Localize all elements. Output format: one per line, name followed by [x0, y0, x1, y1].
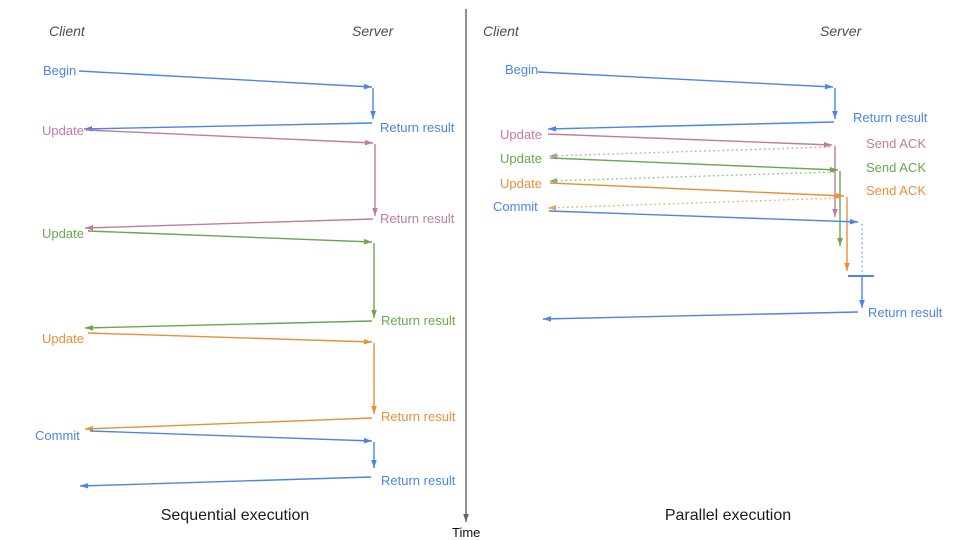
update3-processing-arrow-head	[844, 263, 850, 271]
commit-exec-arrow-head	[859, 300, 865, 308]
begin-label: Begin	[505, 62, 539, 77]
update2-response-arrow-head	[85, 325, 94, 331]
update2-ack-arrow-head	[549, 177, 558, 184]
update1-label: Update	[42, 123, 84, 138]
commit-request-arrow	[89, 430, 373, 444]
update1-label: Update	[500, 127, 542, 142]
commit-processing-arrow-head	[371, 460, 377, 468]
parallel-caption: Parallel execution	[664, 507, 792, 524]
commit-request-arrow-head	[849, 218, 858, 225]
time-axis-arrow-head	[463, 514, 469, 522]
commit-request-arrow-head	[363, 437, 372, 444]
return-result-label: Return result	[381, 473, 456, 488]
commit-exec-arrow	[859, 277, 865, 308]
return-result-label: Return result	[853, 110, 928, 125]
begin-processing-arrow-head	[832, 111, 838, 119]
update1-processing-arrow	[372, 144, 378, 216]
update3-request-arrow-head	[835, 192, 844, 199]
commit-response-arrow-head	[543, 316, 552, 322]
commit-request-arrow	[548, 210, 859, 225]
commit-label: Commit	[493, 199, 538, 214]
update3-ack-arrow-head	[548, 204, 557, 211]
update1-response-arrow-head	[85, 224, 94, 231]
send-ack-label: Send ACK	[866, 183, 926, 198]
update1-processing-arrow-head	[832, 209, 838, 217]
update2-label: Update	[500, 151, 542, 166]
update2-label: Update	[42, 226, 84, 241]
update1-ack-arrow	[548, 146, 831, 159]
send-ack-label: Send ACK	[866, 160, 926, 175]
return-result-label: Return result	[380, 211, 455, 226]
update1-request-arrow	[547, 133, 833, 148]
update2-request-arrow-head	[829, 166, 838, 173]
commit-response-arrow	[542, 311, 859, 322]
update1-processing-arrow	[832, 146, 838, 217]
update1-response-arrow	[84, 218, 374, 231]
return-result-label: Return result	[868, 305, 943, 320]
parallel-server-heading: Server	[820, 23, 862, 39]
parallel-client-heading: Client	[483, 23, 519, 39]
update1-request-arrow	[85, 129, 374, 146]
sequential-server-heading: Server	[352, 23, 394, 39]
return-result-label: Return result	[380, 120, 455, 135]
update3-label: Update	[500, 176, 542, 191]
begin-label: Begin	[43, 63, 77, 78]
update3-label: Update	[42, 331, 84, 346]
time-axis-label: Time	[452, 525, 481, 540]
update3-processing-arrow-head	[371, 406, 377, 414]
send-ack-label: Send ACK	[866, 136, 926, 151]
update1-processing-arrow-head	[372, 208, 378, 216]
return-result-label: Return result	[381, 313, 456, 328]
update2-request-arrow	[87, 230, 373, 245]
update1-request-arrow-head	[364, 139, 373, 146]
update2-response-arrow	[84, 320, 373, 331]
begin-request-arrow	[78, 70, 373, 90]
update3-request-arrow-head	[363, 338, 372, 345]
update1-request-arrow-head	[823, 141, 832, 148]
update2-request-arrow	[549, 157, 839, 173]
begin-processing-arrow	[832, 88, 838, 119]
time-axis-arrow	[463, 9, 469, 522]
sequential-client-heading: Client	[49, 23, 85, 39]
begin-request-arrow-head	[363, 83, 372, 90]
commit-label: Commit	[35, 428, 80, 443]
begin-processing-arrow-head	[370, 111, 376, 119]
return-result-label: Return result	[381, 409, 456, 424]
update2-processing-arrow-head	[837, 238, 843, 246]
update2-request-arrow-head	[363, 238, 372, 245]
begin-response-arrow-head	[548, 126, 557, 132]
commit-processing-arrow	[371, 442, 377, 468]
update1-ack-arrow-head	[549, 152, 558, 159]
begin-processing-arrow	[370, 88, 376, 119]
update3-ack-arrow	[547, 197, 841, 211]
commit-response-arrow-head	[80, 482, 89, 489]
update2-processing-arrow-head	[371, 310, 377, 318]
update3-processing-arrow	[371, 343, 377, 414]
commit-response-arrow	[79, 476, 372, 489]
update3-processing-arrow	[844, 197, 850, 271]
begin-request-arrow	[537, 71, 834, 90]
update3-response-arrow	[84, 417, 373, 432]
update3-request-arrow	[549, 182, 845, 199]
update3-request-arrow	[87, 332, 373, 345]
update2-ack-arrow	[548, 171, 835, 184]
update3-response-arrow-head	[85, 425, 94, 432]
begin-request-arrow-head	[824, 83, 833, 90]
update2-processing-arrow	[837, 171, 843, 246]
begin-response-arrow	[83, 122, 373, 132]
update2-processing-arrow	[371, 243, 377, 318]
begin-response-arrow	[547, 121, 835, 132]
sequential-caption: Sequential execution	[160, 507, 310, 524]
